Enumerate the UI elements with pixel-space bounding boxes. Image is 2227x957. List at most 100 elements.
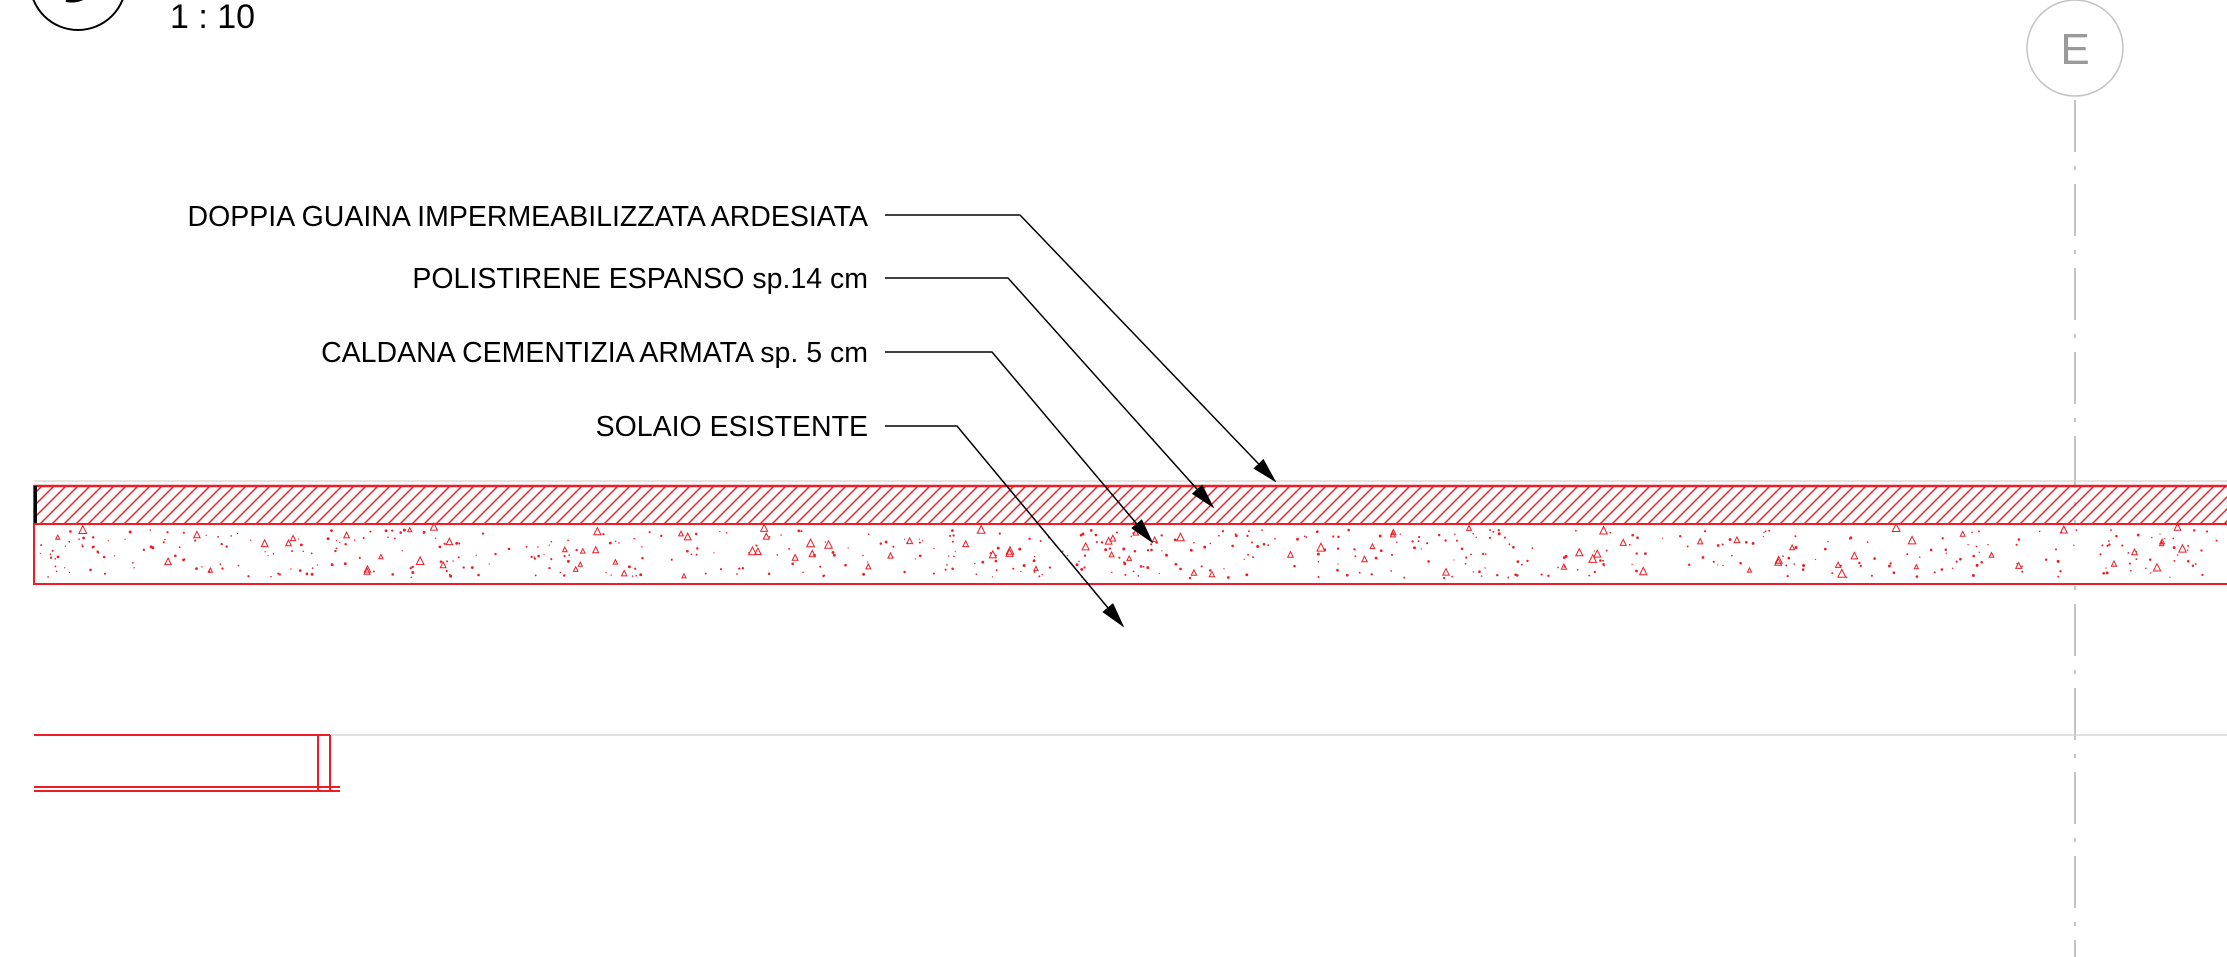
- aggregate-dot: [1345, 573, 1349, 577]
- grid-bubble: [2026, 0, 2124, 97]
- aggregate-triangle: [1574, 547, 1584, 557]
- aggregate-dot: [128, 530, 132, 534]
- aggregate-dot: [56, 555, 60, 559]
- aggregate-dot: [1089, 529, 1093, 532]
- aggregate-dot: [1208, 569, 1212, 572]
- aggregate-dot: [236, 532, 239, 535]
- grid-label: E: [2060, 25, 2089, 74]
- aggregate-dot: [1390, 570, 1392, 572]
- aggregate-dot: [634, 567, 637, 570]
- aggregate-dot: [1443, 576, 1446, 580]
- aggregate-triangle: [1774, 557, 1783, 566]
- aggregate-dot: [1223, 568, 1225, 570]
- aggregate-dot: [488, 563, 490, 565]
- aggregate-dot: [63, 567, 66, 569]
- aggregate-triangle: [823, 539, 834, 549]
- aggregate-triangle: [363, 567, 371, 575]
- aggregate-dot: [162, 541, 165, 544]
- aggregate-dot: [49, 553, 52, 556]
- aggregate-dot: [1094, 533, 1098, 537]
- aggregate-dot: [2101, 544, 2104, 547]
- aggregate-dot: [1827, 540, 1829, 543]
- aggregate-dot: [1418, 535, 1421, 539]
- aggregate-dot: [2135, 550, 2138, 553]
- aggregate-dot: [178, 546, 181, 548]
- aggregate-dot: [1540, 573, 1543, 576]
- aggregate-dot: [393, 537, 396, 540]
- aggregate-dot: [1497, 532, 1501, 536]
- aggregate-dot: [1465, 556, 1468, 559]
- aggregate-dot: [1849, 536, 1853, 540]
- aggregate-dot: [736, 573, 738, 575]
- aggregate-dot: [1978, 551, 1980, 553]
- aggregate-triangle: [1913, 563, 1920, 570]
- aggregate-dot: [316, 564, 319, 566]
- aggregate-dot: [2073, 544, 2075, 546]
- annotation-screed: CALDANA CEMENTIZIA ARMATA sp. 5 cm: [321, 337, 868, 369]
- aggregate-dot: [475, 554, 477, 556]
- aggregate-dot: [335, 547, 338, 550]
- aggregate-dot: [631, 575, 634, 577]
- aggregate-dot: [330, 563, 334, 567]
- aggregate-triangle: [905, 536, 914, 545]
- aggregate-dot: [1316, 552, 1320, 556]
- aggregate-triangle: [1837, 568, 1847, 578]
- aggregate-dot: [291, 550, 293, 553]
- aggregate-triangle: [1746, 566, 1753, 573]
- aggregate-triangle: [1108, 550, 1115, 558]
- aggregate-dot: [51, 549, 54, 552]
- aggregate-triangle: [1733, 535, 1741, 544]
- aggregate-dot: [443, 542, 446, 545]
- aggregate-dot: [494, 552, 497, 556]
- aggregate-dot: [951, 540, 954, 543]
- aggregate-dot: [1480, 575, 1483, 577]
- aggregate-triangle: [1175, 532, 1186, 542]
- aggregate-dot: [548, 544, 550, 546]
- screed-layer: [33, 523, 2227, 585]
- aggregate-dot: [470, 566, 474, 569]
- aggregate-dot: [952, 534, 955, 537]
- aggregate-dot: [627, 565, 631, 569]
- aggregate-dot: [550, 558, 553, 561]
- aggregate-dot: [641, 546, 643, 548]
- aggregate-dot: [1762, 536, 1764, 538]
- aggregate-dot: [1041, 573, 1043, 576]
- aggregate-dot: [1464, 562, 1467, 565]
- aggregate-dot: [1262, 542, 1266, 546]
- aggregate-triangle: [1696, 537, 1704, 545]
- aggregate-dot: [1508, 543, 1511, 546]
- aggregate-triangle: [808, 549, 817, 558]
- aggregate-triangle: [988, 549, 998, 559]
- aggregate-dot: [686, 549, 689, 553]
- aggregate-triangle: [1208, 570, 1216, 578]
- aggregate-triangle: [961, 539, 970, 548]
- aggregate-dot: [2057, 575, 2060, 578]
- aggregate-dot: [1142, 565, 1145, 568]
- aggregate-dot: [951, 529, 954, 532]
- aggregate-dot: [922, 540, 924, 542]
- aggregate-dot: [2075, 529, 2078, 531]
- aggregate-triangle: [620, 569, 628, 577]
- aggregate-dot: [334, 549, 337, 553]
- aggregate-dot: [2106, 544, 2109, 547]
- aggregate-dot: [149, 545, 153, 549]
- aggregate-dot: [455, 541, 459, 545]
- aggregate-dot: [534, 574, 537, 577]
- aggregate-triangle: [78, 524, 88, 534]
- aggregate-dot: [1062, 550, 1064, 552]
- aggregate-triangle: [439, 560, 447, 569]
- scale-label: 1 : 10: [170, 0, 255, 36]
- aggregate-dot: [249, 539, 252, 541]
- aggregate-dot: [953, 555, 955, 558]
- aggregate-triangle: [54, 534, 61, 540]
- aggregate-dot: [1831, 572, 1834, 575]
- aggregate-dot: [290, 568, 292, 570]
- aggregate-triangle: [377, 553, 384, 560]
- aggregate-dot: [1768, 529, 1771, 532]
- aggregate-triangle: [1005, 548, 1014, 557]
- aggregate-dot: [548, 566, 551, 570]
- aggregate-dot: [1221, 530, 1225, 533]
- aggregate-dot: [641, 556, 644, 560]
- aggregate-dot: [354, 539, 356, 541]
- aggregate-dot: [81, 545, 84, 548]
